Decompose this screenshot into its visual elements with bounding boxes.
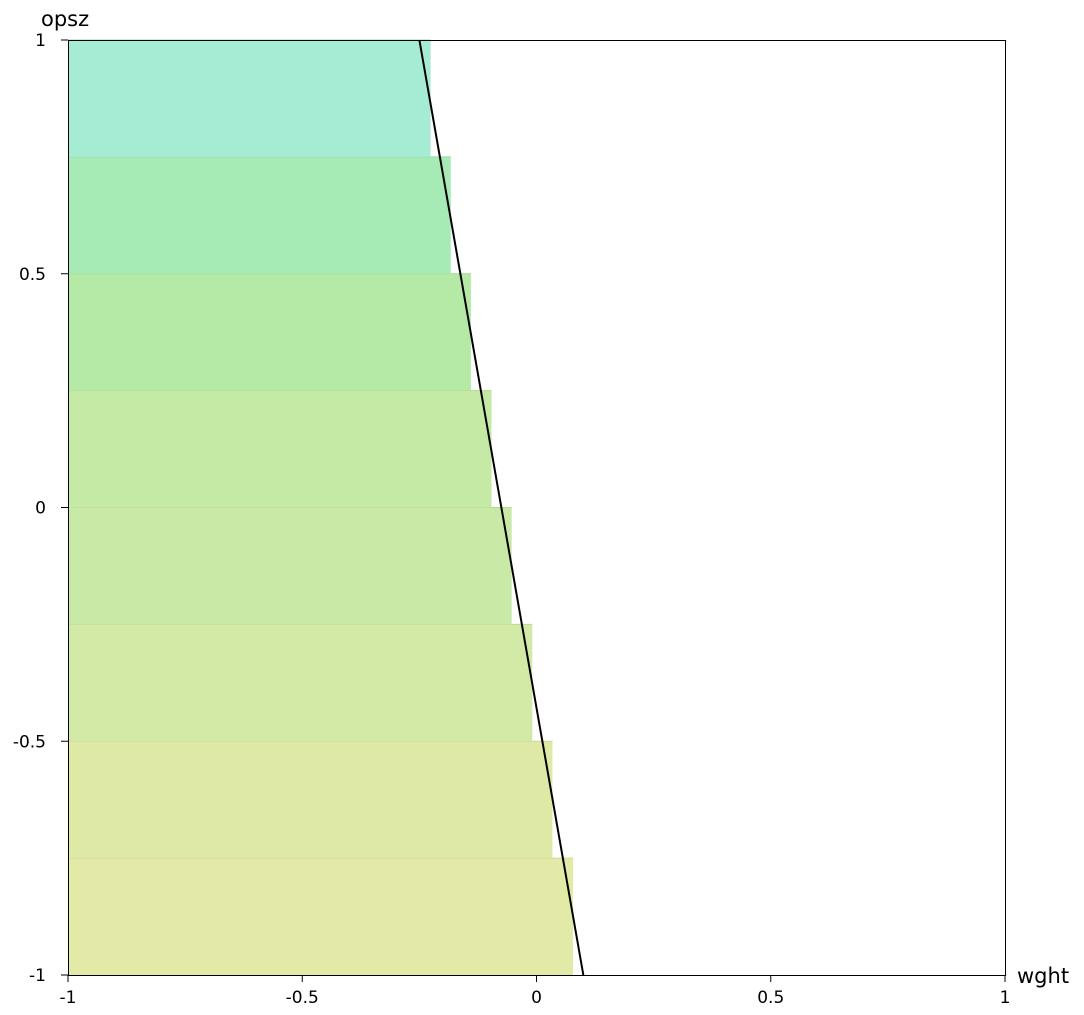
band-4 (68, 390, 492, 508)
y-tick-label-0: -1 (29, 966, 46, 986)
y-tick-label-1: -0.5 (13, 732, 46, 752)
band-5 (68, 273, 471, 391)
band-1 (68, 741, 553, 859)
ticks-layer: -1 -0.5 0 0.5 1 -1 -0.5 0 0.5 1 (13, 31, 1011, 1008)
band-2 (68, 624, 533, 742)
band-0 (68, 858, 574, 975)
x-tick-label-1: -0.5 (286, 988, 319, 1008)
x-tick-label-4: 1 (1000, 988, 1011, 1008)
x-tick-label-2: 0 (531, 988, 542, 1008)
x-tick-label-3: 0.5 (757, 988, 784, 1008)
bands-layer (68, 39, 574, 975)
x-tick-label-0: -1 (60, 988, 77, 1008)
y-tick-label-2: 0 (35, 499, 46, 519)
band-3 (68, 507, 512, 625)
x-axis-label: wght (1017, 964, 1069, 988)
y-axis-label: opsz (41, 7, 89, 31)
line-layer (418, 39, 585, 976)
boundary-line (418, 39, 585, 976)
band-6 (68, 156, 451, 274)
y-tick-label-3: 0.5 (19, 265, 46, 285)
y-tick-label-4: 1 (35, 31, 46, 51)
band-7 (68, 40, 431, 157)
